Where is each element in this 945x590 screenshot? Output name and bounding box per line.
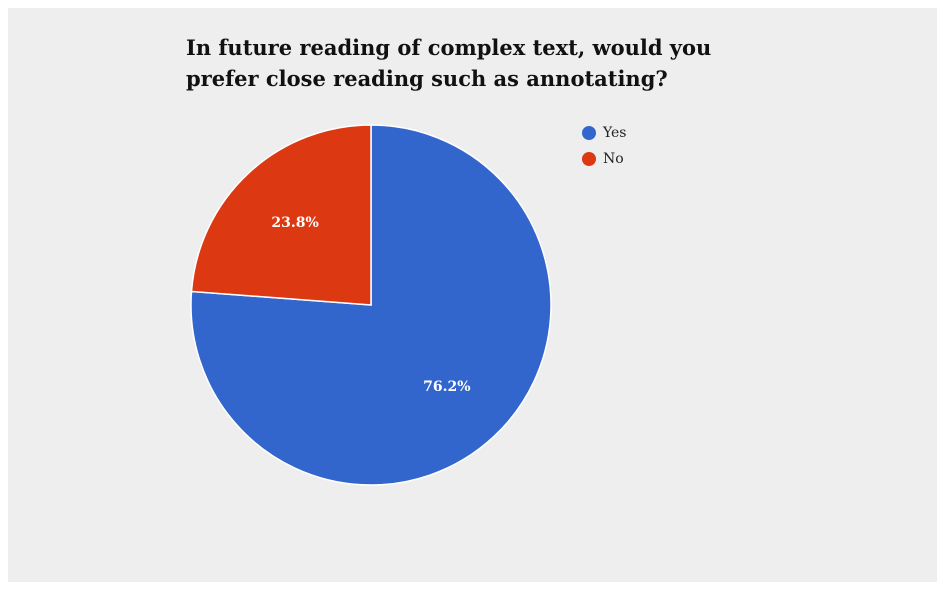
legend-swatch-yes xyxy=(582,126,596,140)
pie-slice-no[interactable] xyxy=(190,124,372,306)
legend-swatch-no xyxy=(582,152,596,166)
slice-label-yes: 76.2% xyxy=(423,379,470,395)
legend-item-no[interactable]: No xyxy=(582,146,627,172)
legend-item-yes[interactable]: Yes xyxy=(582,120,627,146)
chart-title-line-1: In future reading of complex text, would… xyxy=(186,35,712,60)
pie-slice-yes[interactable] xyxy=(190,124,552,486)
legend-label-yes: Yes xyxy=(603,125,627,141)
chart-legend: Yes No xyxy=(582,120,627,172)
pie-chart: 76.2% 23.8% xyxy=(190,124,552,486)
chart-title: In future reading of complex text, would… xyxy=(186,32,826,94)
chart-title-line-2: prefer close reading such as annotating? xyxy=(186,66,668,91)
chart-panel: In future reading of complex text, would… xyxy=(8,8,937,582)
slice-label-no: 23.8% xyxy=(271,215,318,231)
legend-label-no: No xyxy=(603,151,624,167)
